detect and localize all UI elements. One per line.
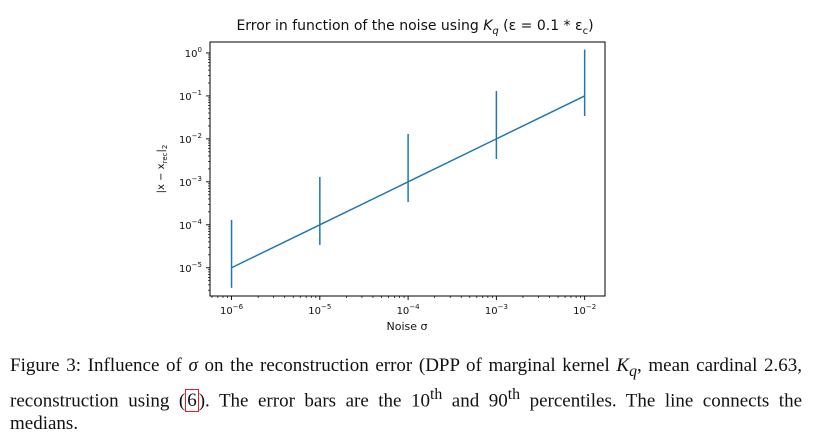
x-tick-label: 10−3 [485, 303, 508, 317]
caption-text-4: ). The error bars are the 10 [198, 390, 430, 412]
y-tick-label: 10−2 [179, 132, 202, 146]
caption-text-5: and 90 [442, 390, 508, 412]
caption-sup-1: th [429, 385, 443, 403]
y-tick-label: 100 [185, 46, 202, 60]
minor-ticks [208, 54, 581, 298]
x-tick-label: 10−2 [573, 303, 596, 317]
caption-text-1: Influence of [81, 355, 189, 376]
y-axis-ticks: 10−5 10−4 10−3 10−2 10−1 100 [179, 46, 210, 275]
x-tick-label: 10−4 [397, 303, 421, 317]
x-tick-label: 10−5 [308, 303, 331, 317]
y-axis-label: |x − xrec|2 [156, 145, 169, 194]
caption-text-2: on the reconstruction error (DPP of marg… [197, 355, 617, 376]
equation-ref-link[interactable]: 6 [185, 389, 199, 413]
median-line [231, 95, 585, 269]
figure: Error in function of the noise using Kq … [156, 18, 606, 333]
x-tick-label: 10−6 [220, 303, 244, 317]
caption-sigma: σ [188, 355, 198, 376]
caption-sup-2: th [507, 385, 521, 403]
caption-kernel: K [616, 355, 630, 376]
error-bars [230, 49, 586, 288]
y-tick-label: 10−3 [179, 175, 202, 189]
caption-text-3: , mean cardinal 2.63, reconstruction usi… [10, 355, 803, 412]
caption-text-6: percentiles. The line connects the media… [10, 390, 802, 435]
x-axis-label: Noise σ [387, 320, 428, 333]
figure-caption: Figure 3: Influence of σ on the reconstr… [10, 354, 802, 435]
x-axis-ticks: 10−6 10−5 10−4 10−3 10−2 [220, 296, 596, 317]
caption-label: Figure 3: [10, 355, 82, 376]
y-tick-label: 10−4 [179, 218, 203, 232]
y-tick-label: 10−5 [179, 261, 202, 275]
chart-title: Error in function of the noise using Kq … [236, 18, 593, 37]
caption-kernel-sub: q [629, 362, 638, 380]
y-tick-label: 10−1 [179, 89, 202, 103]
error-vs-noise-chart: Error in function of the noise using Kq … [156, 18, 606, 333]
